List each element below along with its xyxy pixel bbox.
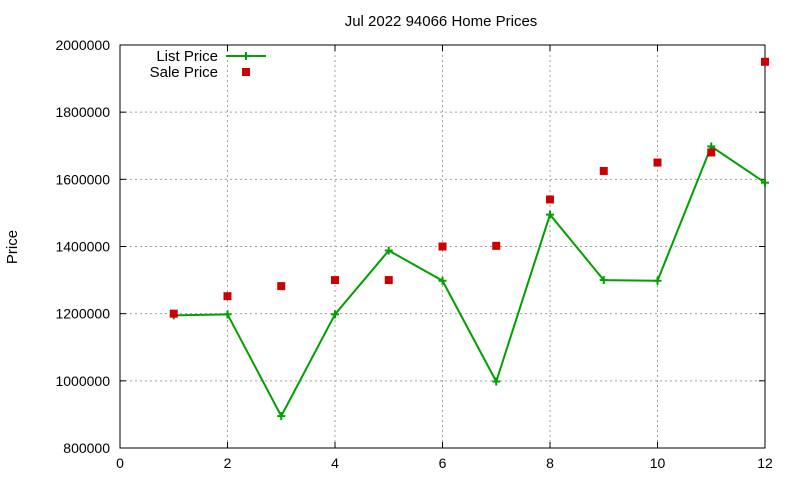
data-point-sale-price <box>384 276 393 285</box>
y-tick-label: 1000000 <box>55 373 110 389</box>
data-point-sale-price <box>169 309 178 318</box>
legend-swatch-sale-price <box>242 68 250 76</box>
data-point-list-price <box>277 412 286 421</box>
chart-title: Jul 2022 94066 Home Prices <box>345 13 538 30</box>
data-point-list-price <box>384 246 393 255</box>
legend-label-list-price: List Price <box>156 48 218 65</box>
x-tick-label: 8 <box>546 455 554 471</box>
data-point-list-price <box>599 276 608 285</box>
x-tick-label: 4 <box>331 455 339 471</box>
x-tick-label: 12 <box>757 455 773 471</box>
x-tick-label: 0 <box>116 455 124 471</box>
x-tick-label: 2 <box>224 455 232 471</box>
data-point-list-price <box>438 276 447 285</box>
data-point-sale-price <box>546 195 554 204</box>
legend-label-sale-price: Sale Price <box>150 64 218 81</box>
data-point-sale-price <box>653 158 662 167</box>
data-point-sale-price <box>492 241 501 250</box>
data-point-list-price <box>546 210 554 219</box>
series-list-price <box>169 142 769 421</box>
data-point-sale-price <box>223 292 232 301</box>
legend-marker-list-price <box>242 52 250 60</box>
data-point-sale-price <box>331 276 339 285</box>
series-layer <box>169 57 769 421</box>
y-tick-label: 1800000 <box>55 104 110 120</box>
data-point-list-price <box>492 377 501 386</box>
data-point-sale-price <box>277 282 286 291</box>
data-point-sale-price <box>599 166 608 175</box>
axis-ticks: 800000 1000000 1200000 1400000 1600000 180000… <box>55 37 773 471</box>
data-point-list-price <box>223 310 232 319</box>
data-point-list-price <box>761 178 769 187</box>
y-tick-label: 1400000 <box>55 239 110 255</box>
series-line-list-price <box>173 144 766 419</box>
y-tick-label: 1600000 <box>55 171 110 187</box>
y-tick-label: 2000000 <box>55 37 110 53</box>
y-axis-label: Price <box>4 230 21 264</box>
data-point-sale-price <box>438 242 447 251</box>
data-point-list-price <box>331 310 339 319</box>
data-point-list-price <box>653 276 662 285</box>
y-tick-label: 1200000 <box>55 306 110 322</box>
y-tick-label: 800000 <box>63 440 110 456</box>
x-tick-label: 6 <box>439 455 447 471</box>
data-point-sale-price <box>761 57 769 66</box>
x-tick-label: 10 <box>650 455 666 471</box>
series-sale-price <box>169 57 769 318</box>
data-point-sale-price <box>707 148 716 157</box>
